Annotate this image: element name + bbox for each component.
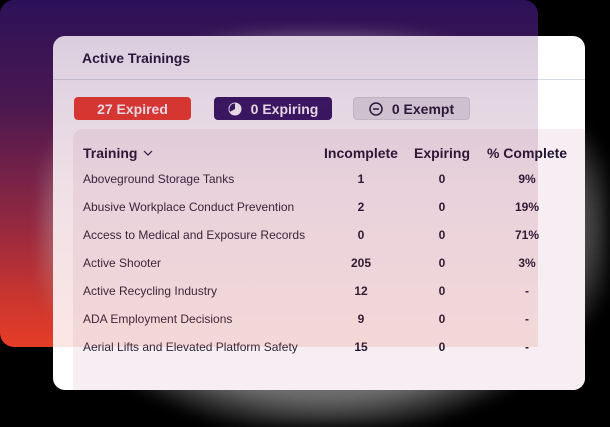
incomplete-count: 0: [357, 228, 365, 242]
column-header-complete[interactable]: % Complete: [486, 145, 568, 161]
table-row[interactable]: Access to Medical and Exposure Records 0…: [83, 221, 577, 249]
column-header-incomplete[interactable]: Incomplete: [324, 145, 398, 161]
complete-percent: -: [525, 284, 529, 298]
training-name: Active Recycling Industry: [83, 284, 218, 298]
table-row[interactable]: ADA Employment Decisions 9 0 -: [83, 305, 577, 333]
table-row[interactable]: Aerial Lifts and Elevated Platform Safet…: [83, 333, 577, 361]
trainings-table: Training Incomplete Expiring % Complete …: [83, 141, 577, 361]
table-row[interactable]: Aboveground Storage Tanks 1 0 9%: [83, 165, 577, 193]
chevron-down-icon: [144, 150, 153, 156]
training-name: Active Shooter: [83, 256, 162, 270]
table-row[interactable]: Active Recycling Industry 12 0 -: [83, 277, 577, 305]
exempt-pill[interactable]: 0 Exempt: [353, 97, 470, 120]
expiring-count: 0: [438, 172, 446, 186]
expiring-count: 0: [438, 228, 446, 242]
column-header-expiring[interactable]: Expiring: [413, 145, 470, 161]
expiring-pill[interactable]: 0 Expiring: [214, 97, 332, 120]
minus-circle-icon: [369, 101, 383, 116]
expiring-count: 0: [438, 256, 446, 270]
card-header: Active Trainings: [53, 36, 585, 80]
column-header-training-label: Training: [83, 145, 138, 161]
training-name: ADA Employment Decisions: [83, 312, 233, 326]
status-pills: 27 Expired 0 Expiring 0 Exempt: [53, 97, 585, 121]
expiring-pill-label: 0 Expiring: [250, 100, 319, 117]
complete-percent: 9%: [518, 172, 536, 186]
expired-pill-label: 27 Expired: [97, 100, 168, 117]
trainings-table-panel: Training Incomplete Expiring % Complete …: [73, 129, 585, 390]
complete-percent: 71%: [514, 228, 540, 242]
table-row[interactable]: Abusive Workplace Conduct Prevention 2 0…: [83, 193, 577, 221]
incomplete-count: 205: [350, 256, 372, 270]
exempt-pill-label: 0 Exempt: [391, 100, 455, 117]
incomplete-count: 2: [357, 200, 365, 214]
complete-percent: -: [525, 340, 529, 354]
incomplete-count: 15: [354, 340, 368, 354]
complete-percent: 3%: [518, 256, 536, 270]
incomplete-count: 1: [357, 172, 365, 186]
incomplete-count: 12: [354, 284, 368, 298]
complete-percent: 19%: [514, 200, 540, 214]
training-name: Access to Medical and Exposure Records: [83, 228, 306, 242]
expired-pill[interactable]: 27 Expired: [74, 97, 191, 120]
training-name: Aboveground Storage Tanks: [83, 172, 235, 186]
table-header-row: Training Incomplete Expiring % Complete: [83, 141, 577, 165]
table-row[interactable]: Active Shooter 205 0 3%: [83, 249, 577, 277]
card-title: Active Trainings: [82, 50, 191, 66]
clock-icon: [228, 102, 242, 115]
expiring-count: 0: [438, 312, 446, 326]
expiring-count: 0: [438, 340, 446, 354]
training-name: Aerial Lifts and Elevated Platform Safet…: [83, 340, 298, 354]
column-header-training[interactable]: Training: [83, 141, 315, 165]
incomplete-count: 9: [357, 312, 365, 326]
complete-percent: -: [525, 312, 529, 326]
expiring-count: 0: [438, 284, 446, 298]
expiring-count: 0: [438, 200, 446, 214]
training-name: Abusive Workplace Conduct Prevention: [83, 200, 295, 214]
active-trainings-card: Active Trainings 27 Expired 0 Expiring 0…: [53, 36, 585, 390]
